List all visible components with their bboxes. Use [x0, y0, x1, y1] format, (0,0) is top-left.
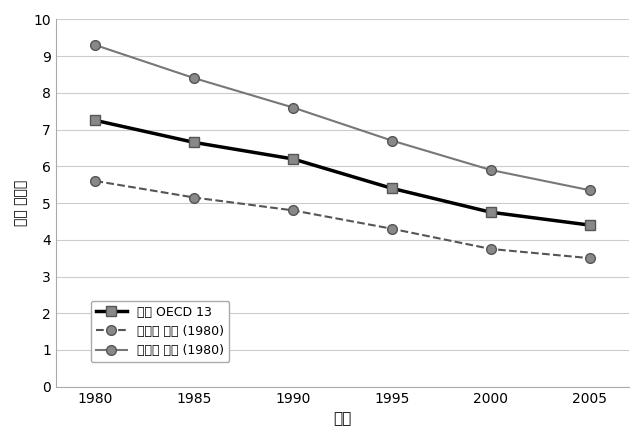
평균 OECD 13: [487, 209, 494, 215]
평균 OECD 13: [190, 140, 198, 145]
평균 OECD 13: [91, 118, 99, 123]
하층부 평균 (1980): [289, 208, 297, 213]
상층부 평균 (1980): [388, 138, 396, 143]
상층부 평균 (1980): [190, 76, 198, 81]
상층부 평균 (1980): [487, 167, 494, 172]
하층부 평균 (1980): [190, 195, 198, 200]
Line: 상층부 평균 (1980): 상층부 평균 (1980): [91, 40, 594, 195]
Legend: 평균 OECD 13, 하층부 평균 (1980), 상층부 평균 (1980): 평균 OECD 13, 하층부 평균 (1980), 상층부 평균 (1980): [91, 301, 229, 362]
상층부 평균 (1980): [91, 43, 99, 48]
하층부 평균 (1980): [91, 178, 99, 183]
하층부 평균 (1980): [487, 246, 494, 252]
상층부 평균 (1980): [586, 187, 593, 193]
평균 OECD 13: [289, 156, 297, 161]
하층부 평균 (1980): [388, 226, 396, 231]
Line: 하층부 평균 (1980): 하층부 평균 (1980): [91, 176, 594, 263]
상층부 평균 (1980): [289, 105, 297, 110]
Y-axis label: 인당 병상수: 인당 병상수: [14, 180, 28, 226]
X-axis label: 연도: 연도: [334, 411, 352, 426]
하층부 평균 (1980): [586, 256, 593, 261]
Line: 평균 OECD 13: 평균 OECD 13: [91, 116, 594, 230]
평균 OECD 13: [586, 223, 593, 228]
평균 OECD 13: [388, 186, 396, 191]
